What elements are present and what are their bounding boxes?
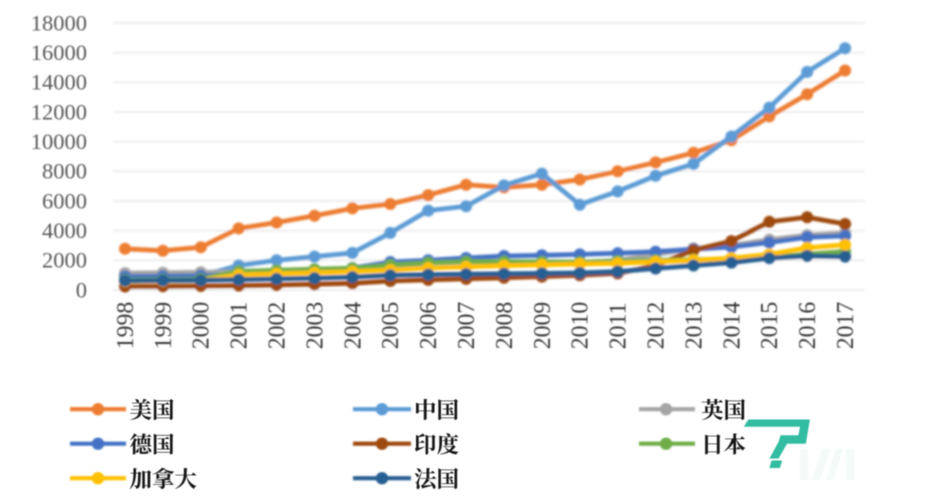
svg-text:2005: 2005	[378, 302, 404, 350]
svg-text:8000: 8000	[42, 159, 87, 184]
svg-text:0: 0	[76, 277, 87, 302]
svg-text:2000: 2000	[42, 248, 87, 273]
svg-text:2009: 2009	[530, 302, 556, 350]
svg-text:2007: 2007	[454, 302, 480, 350]
svg-text:2017: 2017	[833, 302, 859, 350]
svg-text:10000: 10000	[31, 129, 87, 154]
svg-text:16000: 16000	[31, 40, 87, 65]
svg-text:6000: 6000	[42, 188, 87, 213]
svg-text:4000: 4000	[42, 218, 87, 243]
svg-text:18000: 18000	[31, 10, 87, 35]
svg-text:12000: 12000	[31, 99, 87, 124]
svg-text:2004: 2004	[340, 302, 366, 350]
svg-text:2001: 2001	[227, 302, 253, 350]
svg-text:2015: 2015	[757, 302, 783, 350]
svg-text:2008: 2008	[492, 302, 518, 350]
svg-text:2002: 2002	[265, 302, 291, 350]
svg-text:1998: 1998	[113, 302, 139, 350]
svg-text:2012: 2012	[644, 302, 670, 350]
svg-text:2010: 2010	[568, 302, 594, 350]
svg-text:2000: 2000	[189, 302, 215, 350]
svg-text:2013: 2013	[681, 302, 707, 350]
svg-text:2011: 2011	[606, 303, 632, 350]
svg-text:2014: 2014	[719, 302, 745, 350]
svg-text:1999: 1999	[151, 302, 177, 350]
svg-text:2006: 2006	[416, 302, 442, 350]
svg-text:2016: 2016	[795, 302, 821, 350]
svg-text:14000: 14000	[31, 70, 87, 95]
svg-text:2003: 2003	[302, 302, 328, 350]
